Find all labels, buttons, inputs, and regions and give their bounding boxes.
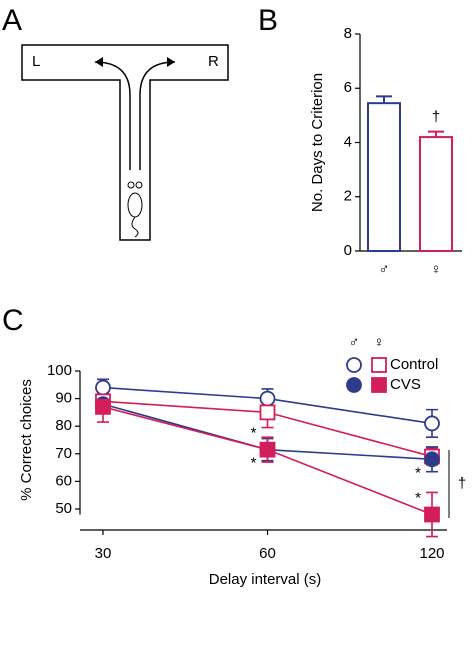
legend-swatch [371, 357, 387, 373]
bar [419, 136, 453, 252]
bracket-label: † [458, 475, 466, 492]
legend-label: Control [390, 356, 438, 373]
y-tick-label: 70 [55, 445, 72, 462]
y-tick-label: 6 [344, 79, 352, 96]
legend-swatch [346, 377, 362, 393]
legend-header: ♂ [348, 334, 359, 351]
x-tick-label: ♀ [430, 261, 441, 278]
error-bar [428, 130, 444, 138]
t-maze [21, 44, 229, 241]
y-tick-label: 2 [344, 188, 352, 205]
y-tick-label: 8 [344, 25, 352, 42]
annotation: † [432, 109, 440, 126]
panel-label: B [258, 4, 278, 37]
point [259, 404, 276, 421]
x-tick-label: ♂ [378, 261, 389, 278]
mouse [127, 181, 143, 238]
panel-label: C [2, 304, 24, 337]
x-axis-label: Delay interval (s) [209, 571, 322, 588]
annotation: * [251, 455, 257, 472]
point [259, 390, 276, 407]
point [259, 441, 276, 458]
y-tick-label: 90 [55, 390, 72, 407]
y-tick-label: 0 [344, 242, 352, 259]
maze-right: R [208, 53, 219, 70]
y-tick-label: 4 [344, 133, 352, 150]
error-bar [376, 95, 392, 104]
panel-label: A [2, 4, 22, 37]
legend-swatch [346, 357, 362, 373]
legend-label: CVS [390, 376, 421, 393]
x-tick-label: 120 [419, 545, 444, 562]
x-tick-label: 60 [259, 545, 276, 562]
legend-header: ♀ [373, 334, 384, 351]
point [95, 398, 111, 415]
bar [367, 102, 401, 252]
annotation: * [251, 425, 257, 442]
y-axis-label: % Correct choices [18, 379, 35, 501]
arrow-right-head [167, 57, 175, 67]
maze-left: L [32, 53, 40, 70]
x-tick-label: 30 [95, 545, 112, 562]
point [95, 379, 111, 396]
y-tick-label: 60 [55, 472, 72, 489]
point [424, 506, 440, 523]
annotation: * [415, 464, 421, 481]
arrow-right [139, 61, 176, 170]
legend-swatch [371, 377, 387, 393]
annotation: * [415, 489, 421, 506]
y-tick-label: 80 [55, 417, 72, 434]
y-tick-label: 50 [55, 500, 72, 517]
arrow-left [94, 61, 131, 170]
arrow-left-head [95, 57, 103, 67]
point [424, 451, 440, 468]
y-tick-label: 100 [47, 362, 72, 379]
y-axis-label: No. Days to Criterion [309, 73, 326, 212]
point [424, 415, 440, 432]
